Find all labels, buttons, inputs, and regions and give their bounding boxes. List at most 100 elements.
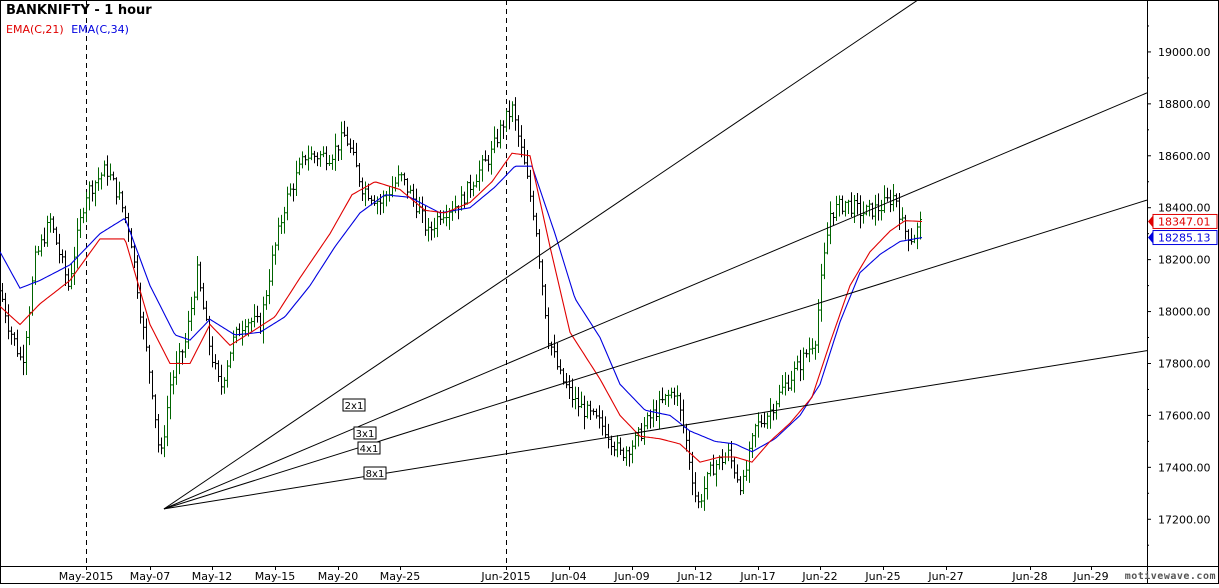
price-bar — [202, 282, 205, 310]
price-bar — [163, 425, 166, 458]
price-bar — [466, 181, 469, 205]
price-bar — [145, 318, 148, 352]
price-bar — [79, 208, 82, 238]
price-bar — [394, 176, 397, 192]
price-bar — [430, 221, 433, 241]
price-bar — [616, 435, 619, 458]
price-bar — [823, 242, 826, 280]
price-bar — [292, 183, 295, 202]
price-bar — [724, 452, 727, 465]
price-bar — [604, 416, 607, 438]
price-bar — [712, 454, 715, 476]
price-bar — [580, 391, 583, 408]
x-tick-label: Jun-27 — [927, 570, 963, 583]
price-bar — [220, 364, 223, 395]
price-bar — [232, 330, 235, 361]
price-bar — [787, 374, 790, 392]
price-bar — [169, 372, 172, 420]
price-bar — [508, 100, 511, 130]
price-bar — [19, 346, 22, 361]
price-bar — [157, 414, 160, 453]
price-bar — [493, 126, 496, 154]
price-bar — [196, 255, 199, 301]
y-tick-label: 18200.00 — [1158, 254, 1211, 267]
price-bar — [436, 211, 439, 238]
price-bar — [58, 233, 61, 264]
price-bar — [601, 410, 604, 436]
legend-ema34: EMA(C,34) — [71, 23, 129, 36]
price-bar — [346, 126, 349, 147]
price-bar — [721, 449, 724, 471]
price-bar — [445, 204, 448, 227]
price-bar — [253, 304, 256, 328]
price-bar — [160, 437, 163, 455]
price-bar — [880, 199, 883, 221]
x-tick-label: May-20 — [318, 570, 359, 583]
price-bar — [631, 440, 634, 464]
gann-label-3x1: 3x1 — [353, 426, 377, 440]
price-bar — [679, 392, 682, 422]
price-bar — [637, 426, 640, 447]
price-bar — [91, 180, 94, 202]
y-tick-label: 19000.00 — [1158, 46, 1211, 59]
price-bar — [97, 167, 100, 191]
y-tick-label: 17200.00 — [1158, 513, 1211, 526]
price-bar — [25, 330, 28, 375]
price-bar — [271, 245, 274, 286]
price-bar — [118, 181, 121, 200]
price-bar — [901, 207, 904, 222]
price-bar — [736, 464, 739, 483]
price-bar — [751, 433, 754, 458]
y-tick-label: 17800.00 — [1158, 357, 1211, 370]
price-bar — [313, 150, 316, 164]
price-bar — [643, 416, 646, 445]
price-bar — [310, 146, 313, 161]
price-bar — [745, 460, 748, 481]
price-bar — [838, 195, 841, 217]
price-bar — [229, 351, 232, 369]
price-bar — [76, 218, 79, 269]
price-bar — [910, 228, 913, 245]
price-bar — [334, 133, 337, 171]
price-bar — [4, 292, 7, 324]
x-tick-label: Jun-2015 — [480, 570, 530, 583]
price-bar — [658, 390, 661, 430]
price-bar — [691, 451, 694, 496]
price-bar — [55, 226, 58, 245]
svg-text:8x1: 8x1 — [366, 469, 385, 480]
price-bar — [670, 387, 673, 399]
price-bar — [280, 214, 283, 235]
price-bar — [175, 351, 178, 385]
price-bar — [892, 184, 895, 212]
price-bar — [427, 217, 430, 242]
price-bar — [676, 385, 679, 406]
price-bar — [634, 431, 637, 450]
price-bar — [1, 282, 4, 303]
svg-text:3x1: 3x1 — [356, 429, 375, 440]
svg-text:4x1: 4x1 — [360, 444, 379, 455]
price-bar — [754, 423, 757, 448]
price-bar — [688, 430, 691, 470]
price-bar — [103, 160, 106, 177]
price-bar — [589, 400, 592, 421]
price-bar — [766, 412, 769, 429]
price-bar — [433, 217, 436, 238]
gann-label-2x1: 2x1 — [342, 398, 366, 412]
price-bar — [694, 472, 697, 503]
price-bar — [358, 163, 361, 187]
x-tick-label: May-2015 — [59, 570, 114, 583]
price-bar — [367, 183, 370, 201]
price-bar — [481, 155, 484, 182]
price-bar — [190, 296, 193, 332]
price-bar — [502, 120, 505, 140]
price-bar — [814, 340, 817, 360]
price-bar — [244, 319, 247, 336]
price-bar — [886, 187, 889, 202]
x-tick-label: May-12 — [192, 570, 233, 583]
y-tick-label: 17400.00 — [1158, 461, 1211, 474]
price-bar — [577, 386, 580, 417]
price-bar — [796, 355, 799, 371]
price-bar — [10, 326, 13, 345]
price-bar — [208, 315, 211, 356]
price-bar — [136, 255, 139, 299]
